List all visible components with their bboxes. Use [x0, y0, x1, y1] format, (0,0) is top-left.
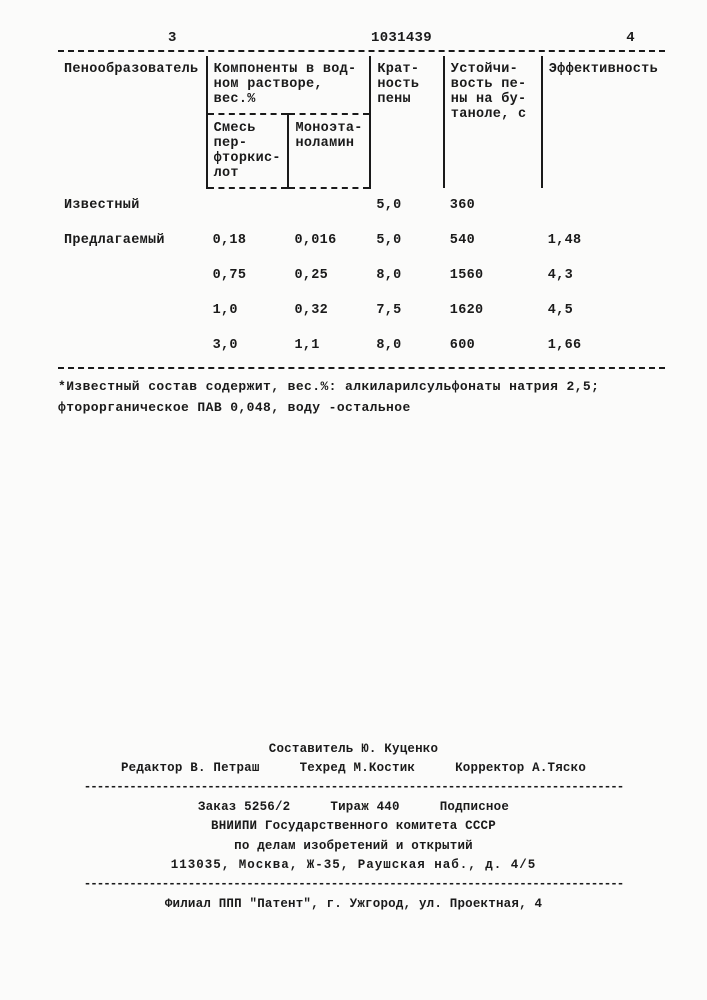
table-row: Известный 5,0 360 [58, 188, 665, 223]
cell: 4,5 [542, 293, 665, 328]
cell: 0,32 [288, 293, 370, 328]
imprint-sign: Подписное [440, 798, 509, 817]
cell: 5,0 [370, 223, 443, 258]
cell: 1,66 [542, 328, 665, 363]
data-table: Пенообразователь Компоненты в вод- ном р… [58, 56, 665, 363]
col-foamer: Пенообразователь [58, 56, 207, 188]
subcol-mono: Моноэта- ноламин [288, 114, 370, 188]
cell [288, 188, 370, 223]
cell-name [58, 258, 207, 293]
imprint-order: Заказ 5256/2 [198, 798, 290, 817]
col-effectiveness: Эффективность [542, 56, 665, 188]
cell: 1,48 [542, 223, 665, 258]
cell: 540 [444, 223, 542, 258]
cell: 7,5 [370, 293, 443, 328]
col-components: Компоненты в вод- ном растворе, вес.% [207, 56, 371, 114]
footnote-line: *Известный состав содержит, вес.%: алкил… [58, 377, 665, 398]
cell [207, 188, 289, 223]
patent-number: 1031439 [371, 30, 432, 46]
table-header-row: Пенообразователь Компоненты в вод- ном р… [58, 56, 665, 114]
imprint-corrector: Корректор А.Тяско [455, 759, 586, 778]
cell: 360 [444, 188, 542, 223]
imprint-org: по делам изобретений и открытий [0, 837, 707, 856]
imprint-org: ВНИИПИ Государственного комитета СССР [0, 817, 707, 836]
table-row: 0,75 0,25 8,0 1560 4,3 [58, 258, 665, 293]
imprint-compiler: Составитель Ю. Куценко [0, 740, 707, 759]
cell: 8,0 [370, 258, 443, 293]
cell: 0,25 [288, 258, 370, 293]
top-rule [58, 50, 665, 52]
cell-name: Предлагаемый [58, 223, 207, 258]
page-left-number: 3 [168, 30, 177, 46]
cell: 1,1 [288, 328, 370, 363]
imprint-addr: 113035, Москва, Ж-35, Раушская наб., д. … [0, 856, 707, 875]
imprint-rule: ----------------------------------------… [0, 778, 707, 797]
cell-name [58, 293, 207, 328]
footnote: *Известный состав содержит, вес.%: алкил… [58, 377, 665, 419]
cell [542, 188, 665, 223]
cell: 0,18 [207, 223, 289, 258]
table-row: Предлагаемый 0,18 0,016 5,0 540 1,48 [58, 223, 665, 258]
page-header: 3 1031439 4 [58, 30, 665, 46]
table-bottom-rule [58, 367, 665, 369]
imprint-editor: Редактор В. Петраш [121, 759, 260, 778]
cell: 8,0 [370, 328, 443, 363]
cell: 1560 [444, 258, 542, 293]
cell: 0,75 [207, 258, 289, 293]
table-row: 3,0 1,1 8,0 600 1,66 [58, 328, 665, 363]
footnote-line: фторорганическое ПАВ 0,048, воду -осталь… [58, 398, 665, 419]
imprint-editors-row: Редактор В. Петраш Техред М.Костик Корре… [0, 759, 707, 778]
cell: 5,0 [370, 188, 443, 223]
cell: 600 [444, 328, 542, 363]
imprint-techred: Техред М.Костик [300, 759, 416, 778]
imprint-tirazh: Тираж 440 [330, 798, 399, 817]
imprint-rule: ----------------------------------------… [0, 875, 707, 894]
cell: 4,3 [542, 258, 665, 293]
cell-name: Известный [58, 188, 207, 223]
col-stability: Устойчи- вость пе- ны на бу- таноле, с [444, 56, 542, 188]
cell: 1620 [444, 293, 542, 328]
subcol-mixture: Смесь пер- фторкис- лот [207, 114, 289, 188]
col-kratnost: Крат- ность пены [370, 56, 443, 188]
cell: 1,0 [207, 293, 289, 328]
imprint-order-row: Заказ 5256/2 Тираж 440 Подписное [0, 798, 707, 817]
cell: 3,0 [207, 328, 289, 363]
page-right-number: 4 [626, 30, 635, 46]
imprint-block: Составитель Ю. Куценко Редактор В. Петра… [0, 740, 707, 914]
cell: 0,016 [288, 223, 370, 258]
cell-name [58, 328, 207, 363]
imprint-branch: Филиал ППП "Патент", г. Ужгород, ул. Про… [0, 895, 707, 914]
table-row: 1,0 0,32 7,5 1620 4,5 [58, 293, 665, 328]
